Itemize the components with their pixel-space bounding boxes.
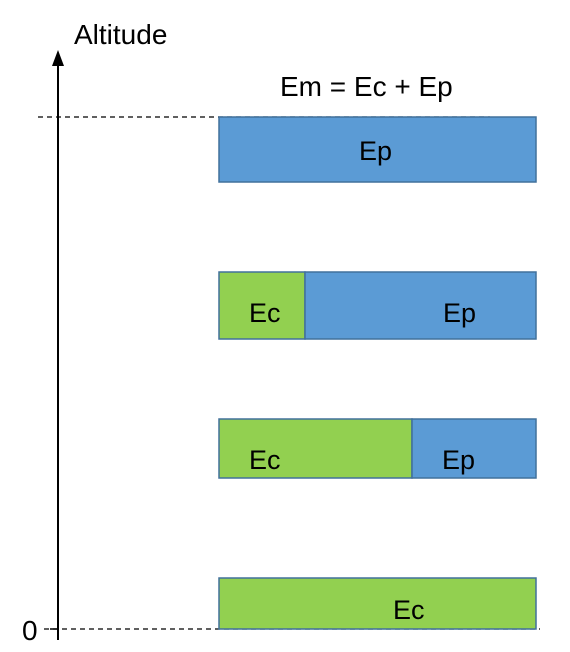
energy-bar-lower-middle: Ec Ep [218, 418, 537, 479]
zero-label: 0 [22, 615, 38, 646]
ep-segment [218, 116, 537, 183]
ep-label: Ep [359, 136, 392, 166]
energy-bar-top: Ep [218, 116, 537, 183]
energy-bar-upper-middle: Ec Ep [218, 271, 537, 340]
axis-arrow-icon [52, 50, 64, 66]
ec-segment [218, 577, 537, 630]
axis-label: Altitude [74, 19, 167, 50]
energy-bar-ground: Ec [218, 577, 537, 630]
equation-label: Em = Ec + Ep [280, 71, 453, 102]
bars-layer: Ep Ec Ep Ec Ep Ec [218, 116, 537, 630]
ep-label: Ep [442, 445, 475, 475]
ec-label: Ec [249, 298, 281, 328]
ep-segment [304, 271, 537, 340]
ec-segment [218, 418, 413, 479]
ec-label: Ec [249, 445, 281, 475]
ec-label: Ec [393, 595, 425, 625]
ep-segment [411, 418, 537, 479]
ep-label: Ep [443, 298, 476, 328]
